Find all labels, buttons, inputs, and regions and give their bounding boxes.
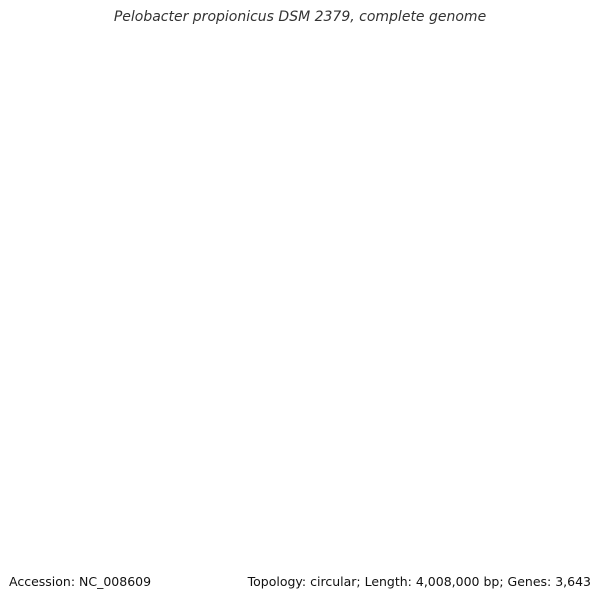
accession-text: Accession: NC_008609 [9,574,152,589]
genome-summary-text: Topology: circular; Length: 4,008,000 bp… [247,574,591,589]
map-title: Pelobacter propionicus DSM 2379, complet… [113,9,487,25]
